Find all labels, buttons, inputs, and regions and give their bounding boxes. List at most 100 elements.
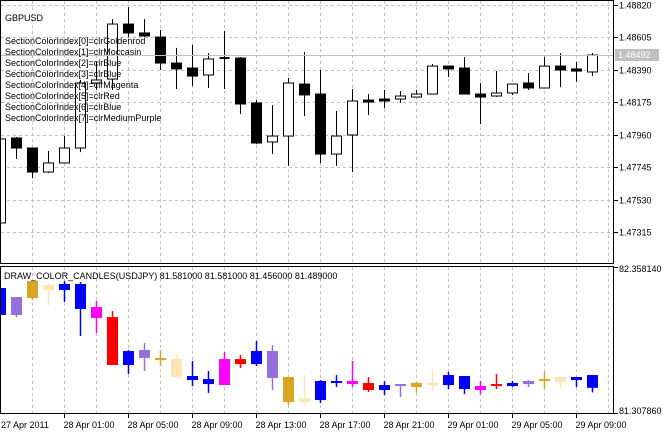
candle (91, 61, 102, 90)
candle-body (219, 359, 230, 386)
candle-body (427, 65, 438, 95)
candle-body (443, 375, 454, 386)
candle-body (43, 284, 54, 290)
indicator-pane-border (0, 266, 614, 414)
candle-body (363, 382, 374, 391)
candle-body (283, 82, 294, 137)
candle (507, 83, 518, 95)
candle-body (91, 79, 102, 84)
candle-body (587, 375, 598, 388)
current-price-badge (615, 49, 659, 61)
candle (107, 19, 118, 90)
candle-body (203, 379, 214, 385)
price-tick-label: 1.48605 (619, 33, 652, 43)
color-candle (27, 281, 38, 300)
candle-body (171, 359, 182, 377)
time-tick-label: 28 Apr 21:00 (384, 420, 435, 430)
candle-body (395, 384, 406, 387)
candle-body (171, 62, 182, 70)
candle-body (11, 297, 22, 315)
indicator-axis: 82.358140 81.307860 (614, 264, 662, 416)
time-tick-label: 29 Apr 09:00 (576, 420, 627, 430)
candle-body (411, 93, 422, 98)
color-candle (107, 310, 118, 366)
color-candle (299, 375, 310, 406)
color-candle (347, 360, 358, 387)
info-line: SectionColorIndex[5]=clrRed (5, 91, 120, 101)
indicator-axis-max: 82.358140 (619, 264, 662, 274)
candle-body (331, 380, 342, 383)
time-tick-label: 28 Apr 17:00 (320, 420, 371, 430)
candle-body (11, 137, 22, 149)
color-candle (571, 376, 582, 387)
candle-body (379, 98, 390, 102)
price-axis: 1.48820 1.48605 1.48390 1.48175 1.47960 1.477… (614, 1, 652, 238)
section-color-info: SectionColorIndex[0]=clrGoldenrod Section… (5, 36, 161, 123)
candle-body (507, 382, 518, 387)
candle-body (203, 58, 214, 76)
color-candle (315, 380, 326, 403)
candle-body (459, 376, 470, 390)
main-pane-border (0, 0, 614, 264)
color-candle (123, 350, 134, 375)
candle (219, 30, 230, 90)
candle-body (75, 82, 86, 149)
candle (75, 79, 86, 153)
color-candle (267, 345, 278, 391)
info-line: SectionColorIndex[7]=clrMediumPurple (5, 113, 161, 123)
time-axis: 27 Apr 2011 28 Apr 01:00 28 Apr 05:00 28 Ap… (1, 414, 627, 430)
color-candle (187, 360, 198, 387)
candle-body (475, 93, 486, 98)
candle-body (539, 65, 550, 89)
color-candle (379, 381, 390, 396)
candle (283, 78, 294, 166)
candle (379, 89, 390, 109)
color-candle (411, 381, 422, 393)
candle-body (27, 281, 38, 299)
candle-body (219, 57, 230, 60)
color-candle (11, 297, 22, 318)
color-candle (171, 354, 182, 377)
color-candle (75, 282, 86, 336)
candle (331, 110, 342, 166)
candle-body (555, 65, 566, 71)
candle (459, 56, 470, 95)
color-candle (331, 375, 342, 387)
usdjpy-color-candles (0, 281, 598, 406)
candle-body (331, 135, 342, 155)
price-tick-label: 1.48820 (619, 1, 652, 11)
candle-body (299, 397, 310, 402)
candle (523, 73, 534, 90)
candle-body (475, 386, 486, 391)
info-line: SectionColorIndex[0]=clrGoldenrod (5, 36, 145, 46)
candle (139, 19, 150, 38)
color-candle (427, 369, 438, 392)
candle-body (315, 381, 326, 401)
candle (171, 47, 182, 90)
color-candle (43, 283, 54, 305)
candle (395, 91, 406, 103)
candle-body (523, 82, 534, 89)
candle (123, 6, 134, 38)
candle-body (187, 67, 198, 77)
candle-body (587, 54, 598, 73)
color-candle (219, 351, 230, 386)
candle (11, 136, 22, 160)
candle-body (43, 162, 54, 173)
candle (347, 89, 358, 173)
color-candle (443, 371, 454, 390)
candle-body (91, 307, 102, 319)
price-tick-label: 1.47745 (619, 163, 652, 173)
color-candle (283, 376, 294, 406)
color-candle (155, 350, 166, 366)
time-tick-label: 29 Apr 01:00 (448, 420, 499, 430)
candle-body (251, 350, 262, 365)
candle-body (427, 383, 438, 386)
candle-body (283, 376, 294, 402)
price-tick-label: 1.47315 (619, 228, 652, 238)
candle (315, 69, 326, 163)
candle (251, 100, 262, 145)
price-tick-label: 1.47530 (619, 196, 652, 206)
candle-body (235, 57, 246, 105)
